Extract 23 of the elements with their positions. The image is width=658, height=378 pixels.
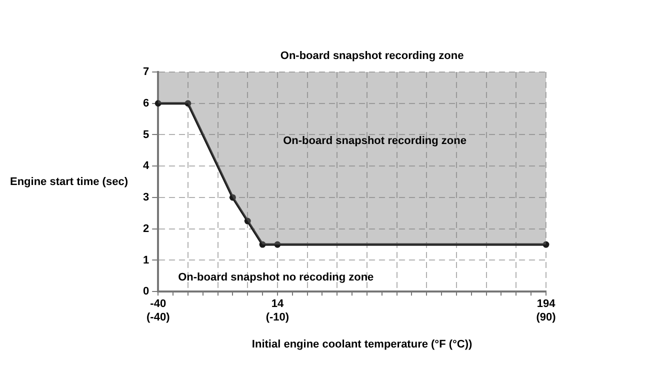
x-axis-title: Initial engine coolant temperature (°F (°C))	[252, 338, 473, 351]
point	[184, 100, 192, 107]
y-tick-label: 6	[142, 97, 150, 110]
x-tick-label: 14 (-10)	[266, 298, 290, 324]
y-axis-title: Engine start time (sec)	[10, 176, 128, 188]
y-tick-label: 2	[142, 222, 150, 235]
point	[542, 241, 550, 248]
y-tick-label: 0	[142, 286, 150, 298]
y-tick-label: 4	[142, 160, 150, 172]
x-tick-label: -40 (-40)	[146, 298, 170, 324]
annotation: On-board snapshot recording zone	[283, 135, 466, 148]
y-tick-label: 3	[142, 192, 150, 204]
point	[229, 194, 236, 201]
y-tick-label: 1	[142, 254, 150, 266]
point	[154, 100, 162, 107]
point	[274, 241, 281, 248]
point	[259, 241, 266, 248]
point	[244, 218, 251, 224]
y-tick-label: 7	[142, 66, 150, 78]
chart-title: On-board snapshot recording zone	[280, 50, 464, 62]
annotation: On-board snapshot no recoding zone	[178, 272, 374, 284]
y-tick-label: 5	[142, 128, 150, 141]
x-tick-label: 194 (90)	[536, 298, 556, 324]
